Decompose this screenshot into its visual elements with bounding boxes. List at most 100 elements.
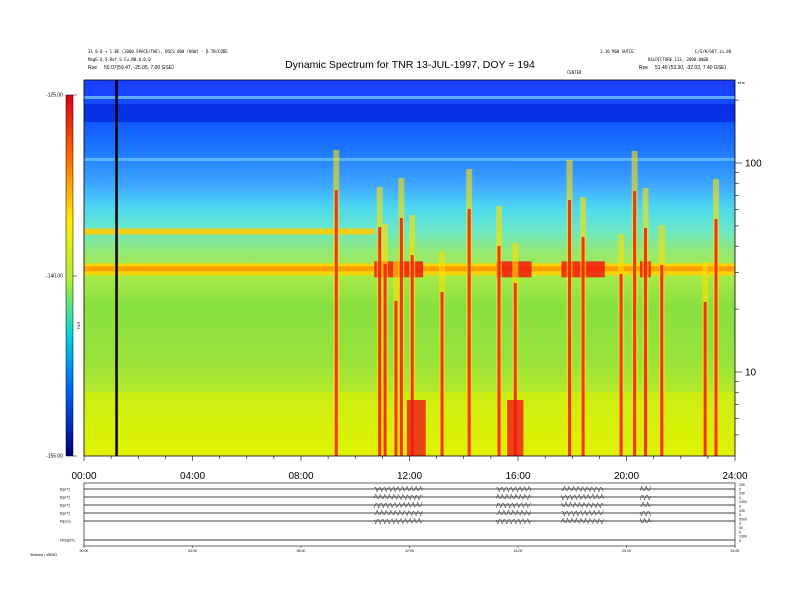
bottom-right-tick-label: 200 xyxy=(739,492,745,496)
burst-core xyxy=(378,227,382,456)
bottom-row-label: B(nT) xyxy=(60,495,71,500)
bottom-time-tick-label: 04:00 xyxy=(188,549,197,553)
time-tick-label: 16:00 xyxy=(505,471,530,482)
footer-left-label: Wolves / WIND xyxy=(30,552,57,557)
bottom-right-tick-label: 0 xyxy=(739,487,741,491)
header-left-rvalue: 50.07(59.47, -25.05, 7.00 GSE) xyxy=(104,65,174,71)
bottom-right-tick-label: 0 xyxy=(739,530,741,534)
burst-core xyxy=(467,209,471,456)
header-center-small: CENTER xyxy=(567,70,582,75)
burst-core xyxy=(497,246,501,456)
bottom-time-tick-label: 16:00 xyxy=(514,549,523,553)
time-tick-label: 04:00 xyxy=(180,471,205,482)
deep-band xyxy=(84,104,735,122)
burst-core xyxy=(619,274,623,456)
bottom-right-tick-label: 0 xyxy=(739,539,741,543)
header-right-line1: 1.10 M60 SUFCE xyxy=(600,49,634,54)
burst-core xyxy=(568,200,572,456)
bottom-time-tick-label: 00:00 xyxy=(80,549,89,553)
bottom-time-tick-label: 20:00 xyxy=(622,549,631,553)
bottom-row-noise xyxy=(639,485,651,492)
burst-bottom xyxy=(406,400,426,456)
bottom-right-tick-label: 5000 xyxy=(739,517,747,521)
burst-core xyxy=(513,283,517,456)
bottom-row-noise xyxy=(639,495,651,501)
bottom-row-label: B(nT) xyxy=(60,503,71,508)
bottom-panels: B(nT)B(nT)B(nT)B(nT)N(/cc)N/S(NT) 200020… xyxy=(30,482,747,557)
time-tick-label: 00:00 xyxy=(71,471,96,482)
bottom-right-tick-label: 1000 xyxy=(739,500,747,504)
frequency-axis: 100 10 xyxy=(735,99,762,436)
color-bar xyxy=(65,94,74,457)
secondary-band xyxy=(84,228,375,235)
bottom-row-noise xyxy=(496,493,531,501)
time-axis: 00:00 04:00 08:00 12:00 16:00 20:00 24:00 xyxy=(71,456,748,482)
burst-core xyxy=(633,191,637,456)
bottom-row-noise xyxy=(640,501,651,507)
bottom-row-noise xyxy=(374,485,423,493)
thin-line xyxy=(84,158,735,161)
bottom-row-noise xyxy=(496,502,531,509)
color-bar-tick-label: -125.00 xyxy=(46,93,63,99)
bottom-right-tick-label: 200 xyxy=(739,509,745,513)
burst-core xyxy=(410,255,414,456)
spectrogram xyxy=(84,80,735,456)
burst-core xyxy=(399,218,403,456)
bottom-row-noise xyxy=(374,509,423,517)
header-left-rlabel: Rse xyxy=(88,65,97,71)
burst-core xyxy=(383,264,387,456)
bottom-row-noise xyxy=(639,517,651,524)
time-tick-label: 08:00 xyxy=(288,471,313,482)
bottom-row-noise xyxy=(496,485,531,493)
bottom-row-noise xyxy=(496,518,531,525)
bottom-row-noise xyxy=(374,493,423,501)
bottom-right-tick-label: 0 xyxy=(739,505,741,509)
bottom-time-tick-label: 12:00 xyxy=(405,549,414,553)
burst-core xyxy=(581,237,585,456)
bottom-row-label: B(nT) xyxy=(60,487,71,492)
color-bar-ticks: -125.00 -140.00 -155.00 xyxy=(46,93,77,460)
bottom-row-noise xyxy=(561,517,604,525)
bottom-row-noise xyxy=(561,501,604,509)
bottom-row-label: N/S(NT) xyxy=(60,538,75,543)
bottom-time-tick-label: 24:00 xyxy=(731,549,740,553)
bottom-row-noise xyxy=(374,501,423,509)
frequency-tick-label: 10 xyxy=(745,368,757,379)
header-left-line1: 31 0.0 + 1.0E (2000 SPACE/THE), DOCS 000… xyxy=(88,49,228,54)
bottom-row-noise xyxy=(496,509,531,517)
header-right-line2: L/S/K/GOT.in.80 xyxy=(695,49,732,54)
burst-core xyxy=(394,301,398,456)
burst-core xyxy=(334,190,338,456)
bottom-right-tick-label: 1000 xyxy=(739,535,747,539)
burst-core xyxy=(703,302,707,456)
bottom-right-tick-label: 50 xyxy=(739,526,743,530)
burst-core xyxy=(440,292,444,456)
bottom-time-tick-label: 08:00 xyxy=(297,549,306,553)
bottom-row-noise xyxy=(374,517,423,525)
burst-bottom xyxy=(507,400,524,456)
color-bar-label: TNR xyxy=(76,322,81,330)
bottom-row-noise xyxy=(639,511,651,517)
bottom-row-label: B(nT) xyxy=(60,511,71,516)
bottom-right-tick-label: 0 xyxy=(739,513,741,517)
header-right-line3: RSLPICTURE 113, 2000.0000 xyxy=(648,57,709,62)
time-tick-label: 12:00 xyxy=(397,471,422,482)
color-bar-tick-label: -155.00 xyxy=(46,454,63,460)
chart-title: Dynamic Spectrum for TNR 13-JUL-1997, DO… xyxy=(285,59,535,71)
burst-core xyxy=(643,228,647,456)
bottom-panel-frame xyxy=(83,482,736,547)
burst-core xyxy=(714,219,718,456)
color-bar-tick-label: -140.00 xyxy=(46,274,63,280)
bottom-right-tick-label: 0 xyxy=(739,522,741,526)
bottom-right-tick-label: 0 xyxy=(739,496,741,500)
bottom-row-label: N(/cc) xyxy=(60,519,71,524)
time-tick-label: 24:00 xyxy=(722,471,747,482)
frequency-unit-label: kHz xyxy=(738,80,745,85)
header-left-line2: MagE.Q.S.Ref.S.Cu.NB.Q.0.0 xyxy=(88,57,151,62)
bottom-row-noise xyxy=(561,493,604,501)
burst-core xyxy=(660,265,664,456)
bottom-row-noise xyxy=(561,485,604,493)
thin-line xyxy=(84,96,735,99)
frequency-tick-label: 100 xyxy=(745,159,762,170)
